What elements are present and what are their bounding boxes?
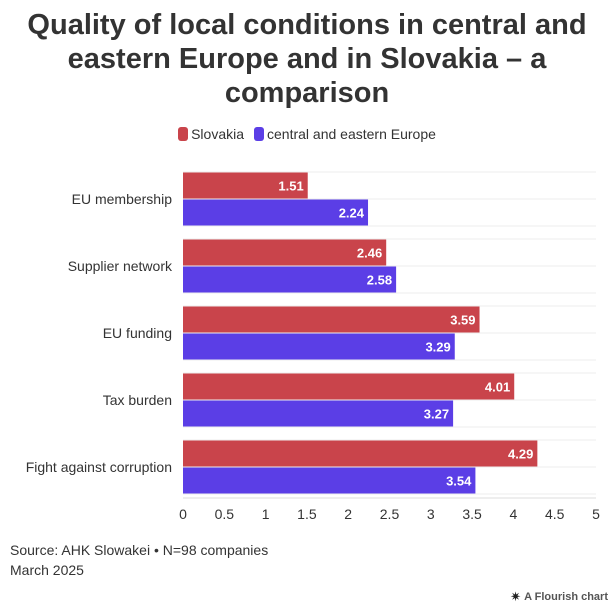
bar [183, 199, 369, 226]
x-tick-label: 5 [592, 506, 600, 522]
bar-chart: 0 0.5 1 1.5 2 2.5 3 3.5 4 4.5 5EU membership1.512.… [26, 171, 600, 522]
date-text: March 2025 [10, 562, 84, 578]
data-label: 3.54 [446, 474, 472, 489]
data-label: 4.01 [485, 380, 510, 395]
bar [183, 440, 538, 467]
data-label: 2.58 [367, 273, 392, 288]
source-note: Source: AHK Slowakei • N=98 companies Ma… [10, 540, 268, 580]
data-label: 3.59 [450, 313, 475, 328]
bar [183, 467, 476, 494]
x-tick-label: 0 [179, 506, 187, 522]
legend-item-cee[interactable]: central and eastern Europe [254, 126, 436, 142]
x-tick-label: 1 [262, 506, 270, 522]
x-tick-label: 2.5 [380, 506, 400, 522]
category-label: Tax burden [103, 392, 172, 408]
bar [183, 172, 308, 199]
x-tick-label: 3.5 [462, 506, 482, 522]
x-tick-label: 3 [427, 506, 435, 522]
legend: Slovakia central and eastern Europe [0, 126, 614, 142]
flourish-credit[interactable]: ✷ A Flourish chart [510, 589, 608, 605]
x-tick-label: 4 [510, 506, 518, 522]
legend-swatch-cee [254, 127, 265, 141]
bar [183, 400, 454, 427]
category-label: Fight against corruption [26, 459, 172, 475]
bar [183, 266, 397, 293]
category-label: EU funding [103, 325, 172, 341]
x-tick-label: 2 [344, 506, 352, 522]
data-label: 2.24 [339, 206, 365, 221]
data-label: 3.29 [425, 340, 450, 355]
bar [183, 306, 480, 333]
chart-title: Quality of local conditions in central a… [27, 9, 587, 109]
x-tick-label: 4.5 [545, 506, 565, 522]
bar [183, 333, 455, 360]
source-text: Source: AHK Slowakei • N=98 companies [10, 542, 269, 558]
legend-label-cee: central and eastern Europe [267, 126, 436, 142]
category-label: EU membership [72, 191, 173, 207]
x-tick-label: 0.5 [215, 506, 235, 522]
bar [183, 239, 387, 266]
data-label: 1.51 [278, 179, 303, 194]
credit-text: A Flourish chart [524, 591, 608, 603]
data-label: 3.27 [424, 407, 449, 422]
x-tick-label: 1.5 [297, 506, 317, 522]
legend-label-slovakia: Slovakia [191, 126, 245, 142]
bar [183, 373, 515, 400]
data-label: 4.29 [508, 447, 533, 462]
legend-swatch-slovakia [178, 127, 189, 141]
category-label: Supplier network [68, 258, 173, 274]
flourish-star-icon: ✷ [510, 589, 522, 604]
legend-item-slovakia[interactable]: Slovakia [178, 126, 244, 142]
data-label: 2.46 [357, 246, 382, 261]
